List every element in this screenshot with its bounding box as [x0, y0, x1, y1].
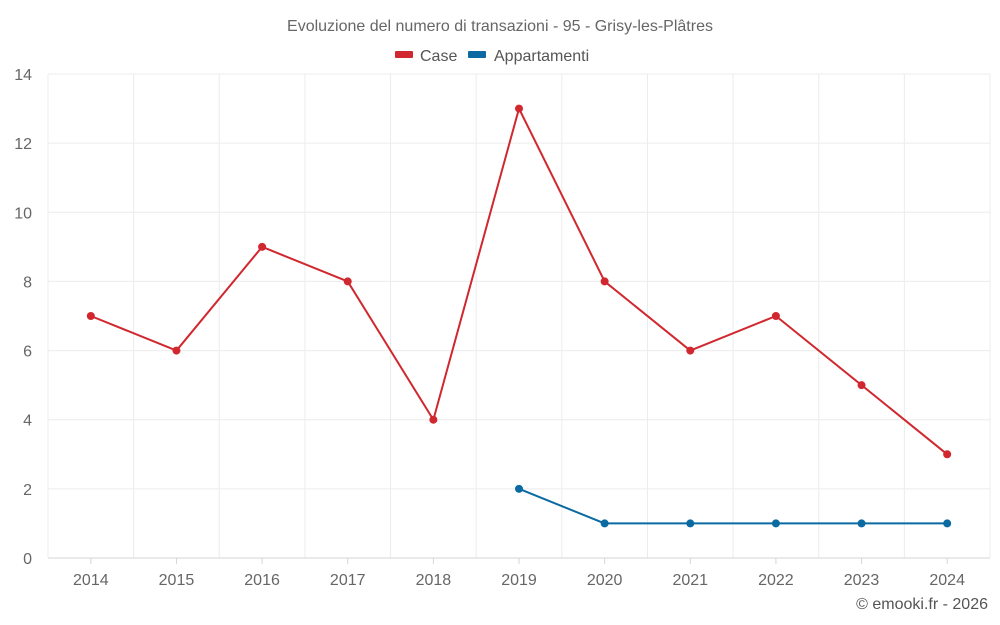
data-point-case[interactable]: [343, 277, 352, 286]
y-tick-label: 2: [23, 482, 32, 499]
x-tick-label: 2018: [416, 572, 452, 589]
data-point-case[interactable]: [943, 450, 952, 459]
x-tick-label: 2022: [758, 572, 794, 589]
data-point-case[interactable]: [515, 104, 523, 113]
legend-item-case[interactable]: Case: [395, 48, 457, 65]
data-point-case[interactable]: [857, 381, 866, 390]
data-point-appartamenti[interactable]: [686, 519, 695, 528]
y-tick-label: 14: [14, 67, 32, 84]
y-tick-label: 6: [23, 344, 32, 361]
x-tick-label: 2024: [929, 572, 965, 589]
series-line-appartamenti: [518, 487, 948, 525]
y-tick-label: 0: [23, 551, 32, 568]
data-point-case[interactable]: [686, 346, 695, 355]
y-tick-label: 4: [23, 413, 32, 430]
credit-text: © emooki.fr - 2026: [856, 596, 988, 613]
legend-swatch-case: [395, 51, 413, 58]
data-point-case[interactable]: [172, 346, 181, 355]
data-point-appartamenti[interactable]: [515, 484, 523, 493]
data-point-case[interactable]: [258, 242, 267, 251]
data-point-appartamenti[interactable]: [600, 519, 609, 528]
y-tick-label: 12: [14, 136, 32, 153]
legend-item-appartamenti[interactable]: Appartamenti: [468, 48, 589, 65]
series: [86, 104, 952, 528]
data-point-case[interactable]: [429, 415, 438, 424]
x-tick-label: 2019: [501, 572, 537, 589]
grid: [47, 73, 991, 558]
legend-label-case: Case: [420, 48, 457, 65]
data-point-case[interactable]: [86, 312, 95, 320]
data-point-case[interactable]: [600, 277, 609, 286]
y-tick-label: 10: [14, 205, 32, 222]
legend: Case Appartamenti: [395, 48, 589, 65]
x-tick-label: 2016: [244, 572, 280, 589]
x-tick-label: 2020: [587, 572, 623, 589]
axes: 0 2 4 6 8 10 12 14 2014 2015 2016 2017 2018 2019 2020 2…: [14, 67, 990, 589]
x-tick-label: 2023: [844, 572, 880, 589]
data-point-appartamenti[interactable]: [943, 519, 952, 528]
y-tick-label: 8: [23, 274, 32, 291]
legend-label-appartamenti: Appartamenti: [494, 48, 589, 65]
data-point-case[interactable]: [771, 312, 780, 320]
x-tick-label: 2017: [330, 572, 366, 589]
x-tick-label: 2015: [159, 572, 195, 589]
x-tick-label: 2021: [672, 572, 708, 589]
data-point-appartamenti[interactable]: [857, 519, 866, 528]
x-tick-label: 2014: [73, 572, 109, 589]
data-point-appartamenti[interactable]: [771, 519, 780, 528]
legend-swatch-appartamenti: [468, 51, 486, 58]
chart-title: Evoluzione del numero di transazioni - 9…: [287, 18, 713, 35]
